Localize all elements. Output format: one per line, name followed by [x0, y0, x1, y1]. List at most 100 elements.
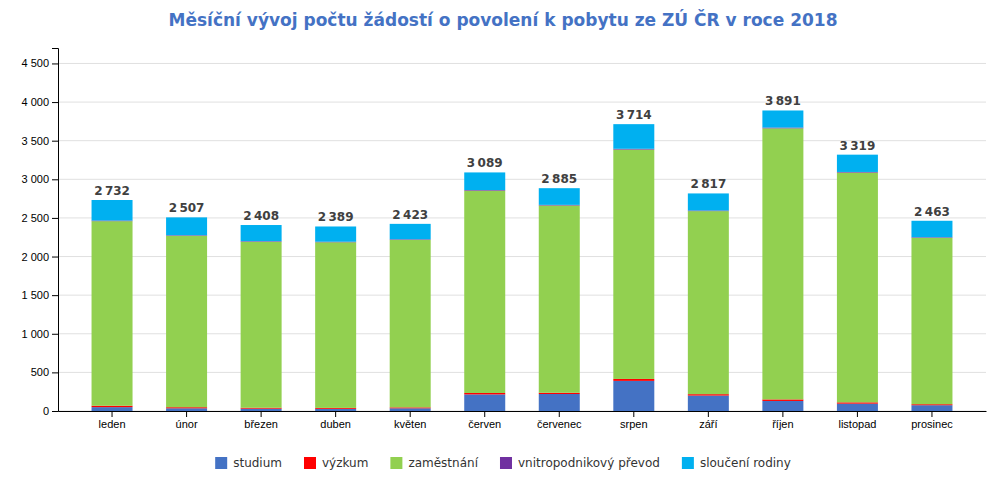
tick-label: 4 500: [21, 57, 49, 69]
x-axis: leden únor březen duben květen červen červenec…: [59, 411, 987, 430]
tick: 2 500: [21, 212, 58, 224]
tick: 0: [43, 405, 58, 417]
tick: 4 500: [21, 57, 58, 69]
tick: říjen: [772, 411, 793, 430]
bar: [166, 217, 207, 235]
tick-mark: [52, 295, 58, 296]
bar: [539, 188, 580, 205]
tick: únor: [176, 411, 198, 430]
tick-mark: [52, 411, 58, 412]
bar: [92, 221, 133, 406]
bar: [688, 394, 729, 395]
bar: [166, 408, 207, 411]
tick-mark: [857, 411, 858, 417]
tick-mark: [52, 141, 58, 142]
tick-mark: [52, 372, 58, 373]
tick-label: květen: [394, 418, 426, 430]
legend-label: zaměstnání: [408, 456, 478, 470]
bar: [539, 205, 580, 392]
legend-swatch: [304, 457, 316, 469]
tick-mark: [410, 411, 411, 417]
bar: [315, 409, 356, 411]
total-label: 2 817: [690, 177, 726, 191]
bar: [166, 407, 207, 408]
tick-mark: [633, 411, 634, 417]
bar: [837, 402, 878, 403]
bar: [911, 238, 952, 404]
tick-mark: [52, 334, 58, 335]
bar: [464, 393, 505, 394]
bar: [390, 224, 431, 239]
tick-mark: [931, 411, 932, 417]
bar: [911, 405, 952, 411]
bar: [837, 155, 878, 172]
tick-mark: [112, 411, 113, 417]
series: [92, 379, 953, 409]
title: Měsíční vývoj počtu žádostí o povolení k…: [169, 9, 838, 30]
bar: [241, 242, 282, 408]
bar: [613, 150, 654, 379]
tick-mark: [261, 411, 262, 417]
bar: [613, 379, 654, 381]
tick-mark: [708, 411, 709, 417]
legend-swatch: [500, 457, 512, 469]
tick-label: 2 000: [21, 251, 49, 263]
bar: [762, 401, 803, 411]
tick-mark: [484, 411, 485, 417]
grid-line: [58, 102, 986, 103]
tick-label: 4 000: [21, 96, 49, 108]
tick: září: [699, 411, 717, 430]
legend-item: výzkum: [304, 456, 368, 470]
grid: [58, 63, 986, 411]
bar: [613, 381, 654, 411]
tick-mark: [559, 411, 560, 417]
tick: 4 000: [21, 96, 58, 108]
bar: [241, 225, 282, 241]
tick: leden: [99, 411, 126, 430]
bar: [464, 191, 505, 393]
tick-mark: [52, 257, 58, 258]
series: [92, 381, 953, 411]
total-label: 3 319: [840, 139, 876, 153]
bar: [315, 242, 356, 408]
tick-label: 0: [43, 405, 49, 417]
y-axis: 05001 0001 5002 0002 5003 0003 5004 0004…: [21, 49, 58, 418]
series: [92, 110, 953, 241]
bar: [92, 200, 133, 221]
tick: červen: [468, 411, 501, 430]
tick-label: 500: [31, 366, 49, 378]
bar: [315, 226, 356, 241]
tick-label: 3 500: [21, 135, 49, 147]
bar: [464, 172, 505, 190]
tick: březen: [244, 411, 278, 430]
bar: [837, 173, 878, 403]
legend-label: výzkum: [322, 456, 368, 470]
tick: 3 500: [21, 135, 58, 147]
total-label: 2 389: [318, 210, 354, 224]
tick-label: březen: [244, 418, 278, 430]
tick-label: srpen: [620, 418, 648, 430]
tick-mark: [52, 63, 58, 64]
tick-label: červenec: [537, 418, 582, 430]
tick: 2 000: [21, 251, 58, 263]
series: [92, 128, 953, 408]
tick: květen: [394, 411, 426, 430]
tick: duben: [320, 411, 351, 430]
tick-mark: [186, 411, 187, 417]
total-label: 2 423: [392, 208, 428, 222]
bar: [613, 124, 654, 149]
bar: [837, 404, 878, 411]
tick: 3 000: [21, 173, 58, 185]
bar: [762, 110, 803, 127]
legend-item: zaměstnání: [390, 456, 478, 470]
tick-label: 3 000: [21, 173, 49, 185]
tick-label: 2 500: [21, 212, 49, 224]
tick: listopad: [838, 411, 876, 430]
tick-label: červen: [468, 418, 501, 430]
tick: 1 000: [21, 328, 58, 340]
legend-swatch: [215, 457, 227, 469]
bar: [688, 193, 729, 210]
total-labels: 2 7322 5072 4082 3892 4233 0892 8853 714…: [94, 94, 950, 224]
legend-item: studium: [215, 456, 282, 470]
tick-mark: [52, 218, 58, 219]
